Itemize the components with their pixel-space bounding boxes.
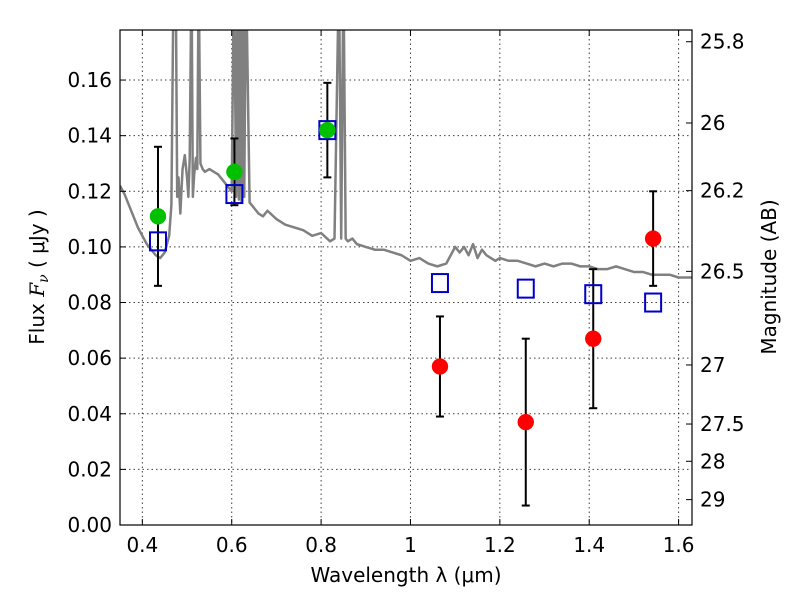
- optical-flux-point: [149, 208, 167, 225]
- y-tick-label: 0.02: [67, 457, 112, 481]
- y-tick-label: 0.08: [67, 291, 112, 315]
- y-tick-label: 0.12: [67, 179, 112, 203]
- nir-flux-point: [431, 358, 449, 375]
- model-band-flux-box: [225, 184, 244, 205]
- y-tick-label: 0.00: [67, 513, 112, 537]
- nir-flux-point: [517, 413, 535, 431]
- model-band-flux-box: [584, 284, 603, 305]
- model-spectrum-line: [120, 30, 692, 279]
- marker-layer: [148, 120, 663, 431]
- model-band-flux-box: [148, 231, 167, 252]
- model-band-flux-box: [644, 292, 663, 313]
- y2-axis-label: Magnitude (AB): [757, 199, 781, 354]
- x-tick-label: 1: [404, 533, 417, 557]
- x-tick-label: 1.4: [573, 533, 605, 557]
- y2-tick-label: 27.5: [700, 412, 745, 436]
- model-band-flux-box: [516, 278, 535, 299]
- x-tick-labels: 0.4 0.6 0.8 1 1.2 1.4 1.6: [126, 533, 694, 557]
- y2-tick-label: 26: [700, 111, 725, 135]
- y-tick-label: 0.10: [67, 235, 112, 259]
- x-tick-label: 0.8: [305, 533, 337, 557]
- y2-tick-label: 27: [700, 353, 725, 377]
- ticks-layer: [120, 30, 692, 526]
- y-tick-label: 0.16: [67, 68, 112, 92]
- x-tick-label: 1.6: [663, 533, 695, 557]
- y-axis-label-prefix: Flux Fν ( μJy ): [25, 209, 52, 344]
- y2-tick-label: 28: [700, 449, 725, 473]
- model-band-flux-box: [430, 273, 449, 294]
- x-tick-label: 1.2: [484, 533, 516, 557]
- y2-tick-labels: 25.8 26 26.2 26.5 27 27.5 28 29: [700, 30, 745, 512]
- y-tick-label: 0.06: [67, 346, 112, 370]
- x-axis-label: Wavelength λ (μm): [310, 563, 501, 587]
- plot-frame: [119, 29, 693, 526]
- x-tick-label: 0.6: [216, 533, 248, 557]
- nir-flux-point: [644, 230, 662, 247]
- spectrum-layer: [120, 30, 692, 279]
- errorbar-layer: [153, 81, 658, 507]
- x-tick-label: 0.4: [126, 533, 158, 557]
- y2-tick-label: 25.8: [700, 30, 745, 54]
- y-tick-label: 0.14: [67, 124, 112, 148]
- y2-tick-label: 29: [700, 488, 725, 512]
- y-axis-label: Flux Fν ( μJy ): [25, 209, 52, 344]
- optical-flux-point: [226, 163, 243, 181]
- y-tick-labels: 0.00 0.02 0.04 0.06 0.08 0.10 0.12 0.14 0.16: [67, 68, 112, 537]
- nir-flux-point: [584, 330, 602, 347]
- y2-tick-label: 26.5: [700, 259, 745, 283]
- y2-tick-label: 26.2: [700, 179, 745, 203]
- grid: [120, 30, 692, 525]
- y-tick-label: 0.04: [67, 402, 112, 426]
- optical-flux-point: [319, 121, 336, 139]
